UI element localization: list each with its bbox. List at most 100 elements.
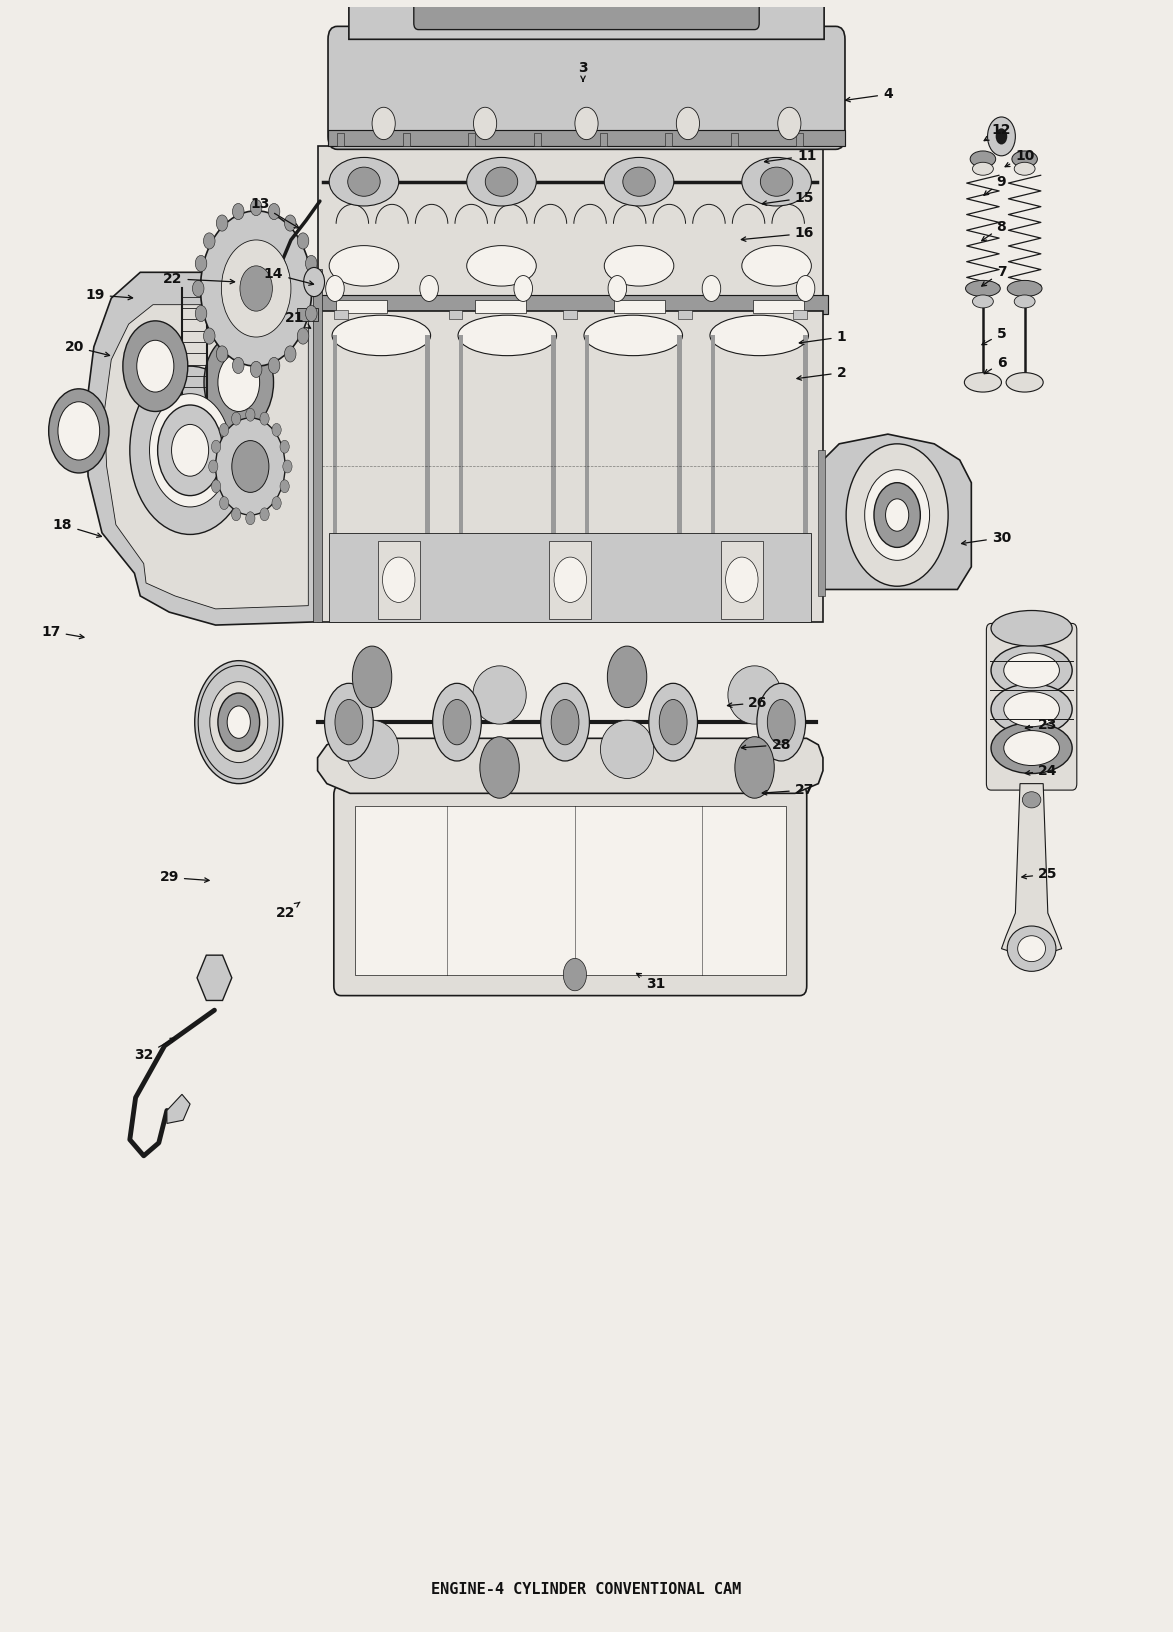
Ellipse shape [204,335,273,431]
Circle shape [514,276,533,302]
Bar [599,134,606,147]
Ellipse shape [216,418,285,516]
Ellipse shape [965,281,1001,297]
Ellipse shape [1008,925,1056,971]
Circle shape [250,199,262,215]
Bar [711,336,716,605]
Circle shape [988,118,1016,155]
Bar [378,540,420,619]
Circle shape [305,305,317,322]
Circle shape [304,268,325,297]
Circle shape [219,496,229,509]
Bar [753,300,805,313]
Bar [313,269,323,622]
Ellipse shape [991,610,1072,646]
Circle shape [195,305,206,322]
Ellipse shape [332,315,430,356]
Bar [665,134,672,147]
Text: 10: 10 [1005,149,1035,166]
Ellipse shape [710,315,808,356]
Bar [338,134,344,147]
Text: 6: 6 [984,356,1006,374]
Ellipse shape [57,401,100,460]
Circle shape [272,423,282,436]
Text: 26: 26 [727,695,768,710]
Text: 4: 4 [846,88,893,101]
Circle shape [305,255,317,271]
Bar [354,806,786,974]
Polygon shape [167,1095,190,1123]
FancyBboxPatch shape [328,26,845,150]
Ellipse shape [728,666,781,725]
Circle shape [575,108,598,140]
Ellipse shape [332,589,430,622]
Bar [318,147,823,299]
Text: 21: 21 [285,310,311,328]
Ellipse shape [608,646,646,708]
Circle shape [563,958,586,991]
Ellipse shape [195,661,283,783]
Bar [330,532,812,622]
Ellipse shape [623,166,656,196]
Bar [563,310,577,320]
FancyBboxPatch shape [414,0,759,29]
Bar [334,310,347,320]
Text: 11: 11 [765,149,816,163]
Circle shape [269,357,280,374]
Circle shape [231,413,240,424]
Circle shape [231,508,240,521]
Ellipse shape [846,444,948,586]
Polygon shape [1002,783,1062,958]
Ellipse shape [1004,692,1059,726]
Circle shape [195,255,206,271]
Bar [318,312,823,622]
Circle shape [269,204,280,220]
Ellipse shape [347,166,380,196]
Circle shape [245,512,255,526]
Ellipse shape [757,684,806,761]
Bar [677,336,682,605]
Bar [402,134,409,147]
Bar [793,310,807,320]
Text: ENGINE-4 CYLINDER CONVENTIONAL CAM: ENGINE-4 CYLINDER CONVENTIONAL CAM [432,1581,741,1598]
Circle shape [283,460,292,473]
Ellipse shape [149,393,231,508]
Ellipse shape [601,720,653,778]
Circle shape [474,108,496,140]
Circle shape [222,240,291,338]
Bar [313,295,828,315]
Circle shape [232,204,244,220]
Circle shape [219,423,229,436]
Bar [819,450,826,596]
Ellipse shape [123,322,188,411]
Ellipse shape [584,315,683,356]
Ellipse shape [228,707,250,738]
Circle shape [420,276,439,302]
Ellipse shape [352,646,392,708]
Ellipse shape [874,483,921,547]
Circle shape [245,408,255,421]
Ellipse shape [433,684,481,761]
Bar [584,336,589,605]
Ellipse shape [330,245,399,286]
Ellipse shape [1004,653,1059,687]
Bar [678,310,692,320]
Circle shape [297,233,308,250]
Text: 22: 22 [163,273,235,286]
Ellipse shape [604,157,673,206]
Ellipse shape [1006,372,1043,392]
Ellipse shape [584,589,683,622]
Text: 25: 25 [1022,867,1058,881]
Bar [615,300,665,313]
Ellipse shape [541,684,589,761]
Circle shape [240,266,272,312]
Ellipse shape [1008,281,1042,297]
Circle shape [372,108,395,140]
Ellipse shape [970,150,996,166]
Circle shape [192,281,204,297]
Circle shape [284,346,296,362]
Text: 18: 18 [53,517,102,537]
Ellipse shape [330,157,399,206]
Bar [804,336,808,605]
Ellipse shape [972,162,994,175]
